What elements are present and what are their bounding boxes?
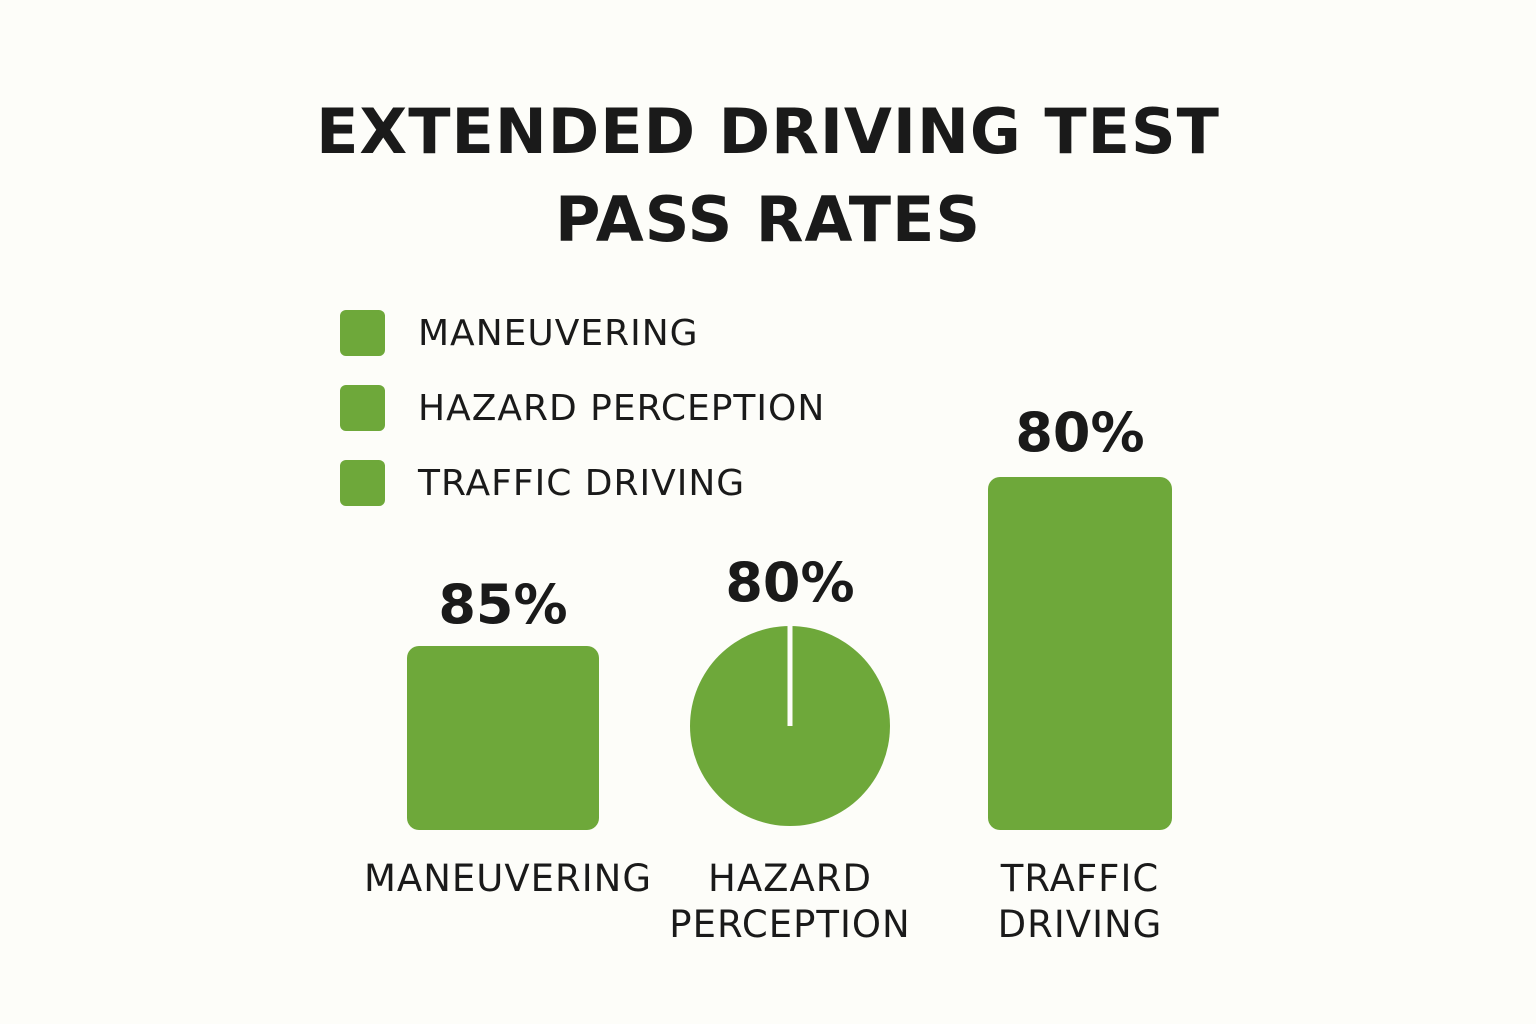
legend-item-maneuvering: MANEUVERING [340, 309, 699, 357]
category-label-maneuvering: MANEUVERING [363, 857, 653, 900]
bar-traffic-driving [988, 477, 1172, 830]
legend-item-traffic-driving: TRAFFIC DRIVING [340, 459, 745, 507]
legend-label-traffic-driving: TRAFFIC DRIVING [418, 462, 746, 504]
legend-label-hazard-perception: HAZARD PERCEPTION [418, 387, 826, 429]
category-label-traffic-driving: TRAFFIC DRIVING [997, 857, 1163, 946]
value-label-hazard-perception: 80% [725, 551, 854, 614]
pie-hazard-perception [690, 626, 890, 826]
legend-label-maneuvering: MANEUVERING [418, 312, 699, 354]
value-label-traffic-driving: 80% [1015, 401, 1144, 464]
legend-swatch-traffic-driving [340, 460, 385, 506]
chart-title-line-2: PASS RATES [554, 183, 982, 256]
chart-title-line-1: EXTENDED DRIVING TEST [316, 95, 1220, 168]
value-label-maneuvering: 85% [438, 573, 567, 636]
category-label-hazard-perception: HAZARD PERCEPTION [669, 857, 911, 946]
bar-maneuvering [407, 646, 599, 830]
legend-swatch-hazard-perception [340, 385, 385, 431]
legend-swatch-maneuvering [340, 310, 385, 356]
chart-title: EXTENDED DRIVING TEST PASS RATES [0, 88, 1536, 264]
legend-item-hazard-perception: HAZARD PERCEPTION [340, 384, 825, 432]
